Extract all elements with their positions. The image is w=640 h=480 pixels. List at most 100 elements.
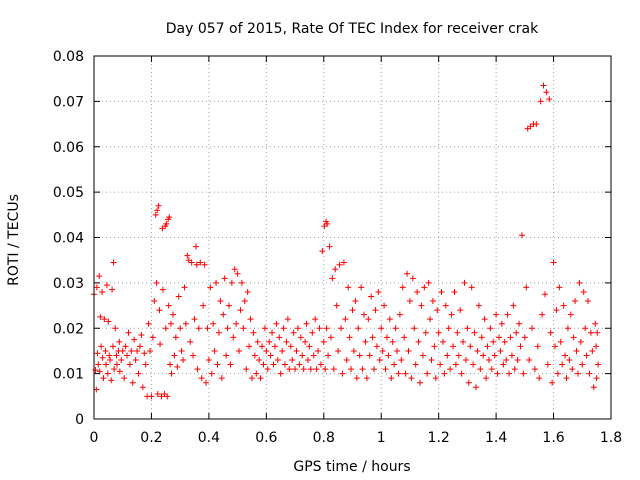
data-point [422,329,429,336]
data-point [442,302,449,309]
data-point [488,366,495,373]
data-point [432,375,439,382]
data-point [230,334,237,341]
data-point [574,370,581,377]
data-point [381,302,388,309]
data-point [145,320,152,327]
data-point [297,334,304,341]
data-point [323,325,330,332]
data-point [154,207,161,214]
data-point [148,393,155,400]
data-point [587,329,594,336]
data-point [325,352,332,359]
data-point [342,316,349,323]
data-point [126,361,133,368]
data-point [94,350,101,357]
data-point [445,325,452,332]
data-point [412,361,419,368]
chart-title: Day 057 of 2015, Rate Of TEC Index for r… [166,21,539,37]
data-point [518,232,525,239]
data-point [223,352,230,359]
data-point [511,366,518,373]
y-axis-label: ROTI / TECUs [6,194,22,286]
data-point [429,298,436,305]
data-point [349,307,356,314]
data-point [520,370,527,377]
data-point [362,338,369,345]
data-point [106,352,113,359]
data-point [166,214,173,221]
data-point [116,368,123,375]
data-point [191,316,198,323]
data-point [573,347,580,354]
data-point [108,377,115,384]
data-point [322,366,329,373]
data-point [111,366,118,373]
data-point [562,352,569,359]
data-point [350,347,357,354]
data-point [348,366,355,373]
data-point [124,352,131,359]
data-point [576,279,583,286]
data-point [201,261,208,268]
data-point [461,279,468,286]
data-point [175,293,182,300]
data-point [460,338,467,345]
data-point [284,316,291,323]
data-point [441,370,448,377]
data-point [404,270,411,277]
data-point [121,375,128,382]
data-point [409,275,416,282]
data-point [290,329,297,336]
data-point [164,393,171,400]
data-point [516,320,523,327]
data-point [439,338,446,345]
data-point [194,366,201,373]
data-point [169,311,176,318]
data-point [267,352,274,359]
data-point [557,338,564,345]
data-point [289,357,296,364]
y-tick-labels: 0 0.01 0.02 0.03 0.04 0.05 0.06 0.07 0.08 [53,49,84,428]
data-point [586,370,593,377]
data-point [504,311,511,318]
data-point [485,357,492,364]
data-point [376,357,383,364]
data-point [335,347,342,354]
data-point [178,347,185,354]
data-point [501,338,508,345]
data-point [116,338,123,345]
data-point [346,334,353,341]
data-point [261,325,268,332]
data-point [273,320,280,327]
data-point [112,325,119,332]
data-point [534,343,541,350]
data-point [554,370,561,377]
data-point [491,352,498,359]
data-point [392,325,399,332]
data-point [431,343,438,350]
data-point [317,361,324,368]
data-point [97,313,104,320]
data-point [184,252,191,259]
data-point [313,366,320,373]
data-points [91,82,602,400]
data-point [316,325,323,332]
data-point [260,361,267,368]
data-point [454,329,461,336]
data-point [594,329,601,336]
data-point [208,370,215,377]
data-point [513,329,520,336]
data-point [340,259,347,266]
data-point [480,352,487,359]
data-point [553,307,560,314]
x-tick-label: 1.8 [600,430,622,446]
data-point [567,311,574,318]
data-point [315,347,322,354]
data-point [95,361,102,368]
data-point [96,273,103,280]
data-point [103,282,110,289]
data-point [415,338,422,345]
data-point [107,357,114,364]
data-point [503,357,510,364]
